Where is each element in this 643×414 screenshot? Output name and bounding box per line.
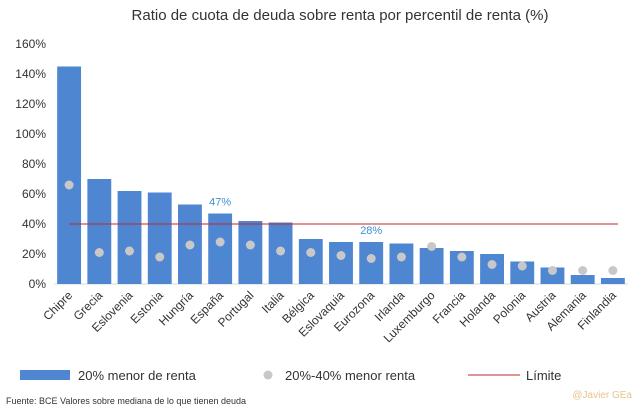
dot: [578, 266, 588, 275]
bar: [208, 213, 233, 284]
bar: [419, 248, 444, 284]
legend-swatch-dots: [263, 370, 273, 380]
legend-label-bars: 20% menor de renta: [78, 368, 197, 383]
dot: [396, 252, 406, 262]
y-tick-label: 100%: [15, 127, 46, 141]
dot: [457, 252, 467, 262]
y-tick-label: 60%: [22, 187, 46, 201]
bar: [87, 179, 112, 284]
dot: [336, 251, 346, 260]
bar: [570, 275, 595, 284]
dot: [94, 248, 104, 257]
dot: [276, 246, 286, 256]
data-label: 28%: [360, 225, 382, 237]
bar: [329, 242, 353, 284]
dot: [306, 248, 316, 257]
bar: [540, 267, 565, 284]
bar: [480, 254, 504, 284]
data-label: 47%: [209, 197, 231, 209]
bar: [600, 278, 625, 284]
y-tick-label: 160%: [15, 37, 46, 51]
dot: [427, 242, 437, 251]
annotations: 47% 28% 28% 17%: [209, 197, 382, 278]
dot: [185, 240, 195, 250]
y-axis: 0% 20% 40% 60% 80% 100% 120% 140% 160%: [15, 37, 46, 291]
dot: [517, 261, 527, 271]
source-note: Fuente: BCE Valores sobre mediana de lo …: [6, 396, 246, 406]
y-tick-label: 40%: [22, 217, 46, 231]
y-tick-label: 80%: [22, 157, 46, 171]
category-labels: ChipreGreciaEsloveniaEstoniaHungríaEspañ…: [40, 288, 619, 345]
bar: [147, 192, 172, 284]
credit: @Javier GEa: [572, 390, 632, 401]
bar: [389, 243, 414, 284]
dot: [64, 180, 74, 190]
dot: [608, 266, 618, 275]
dot: [155, 252, 165, 262]
data-label: 17%: [360, 266, 382, 278]
dot: [487, 260, 497, 269]
y-tick-label: 120%: [15, 97, 46, 111]
legend: 20% menor de renta 20%-40% menor renta L…: [20, 368, 561, 383]
legend-swatch-bars: [20, 370, 70, 380]
dot: [547, 266, 557, 275]
bar: [359, 242, 384, 284]
legend-label-dots: 20%-40% menor renta: [285, 368, 416, 383]
legend-label-limit: Límite: [526, 368, 561, 383]
dot-series: [64, 180, 618, 275]
dot: [215, 237, 225, 247]
dot: [245, 240, 255, 250]
bar: [117, 191, 142, 284]
y-tick-label: 20%: [22, 247, 46, 261]
y-tick-label: 0%: [29, 277, 47, 291]
bar: [57, 66, 82, 284]
dot: [366, 254, 376, 263]
dot: [125, 246, 135, 256]
bar: [298, 239, 323, 284]
chart-title: Ratio de cuota de deuda sobre renta por …: [132, 7, 549, 24]
bar: [238, 221, 263, 284]
x-tick-label: Hungría: [156, 288, 196, 328]
data-label: 28%: [209, 249, 231, 261]
x-tick-label: Chipre: [40, 288, 75, 323]
bar: [510, 261, 535, 284]
bar: [449, 251, 474, 284]
y-tick-label: 140%: [15, 67, 46, 81]
x-tick-label: Polonia: [490, 288, 528, 326]
bar-series: [57, 66, 625, 284]
